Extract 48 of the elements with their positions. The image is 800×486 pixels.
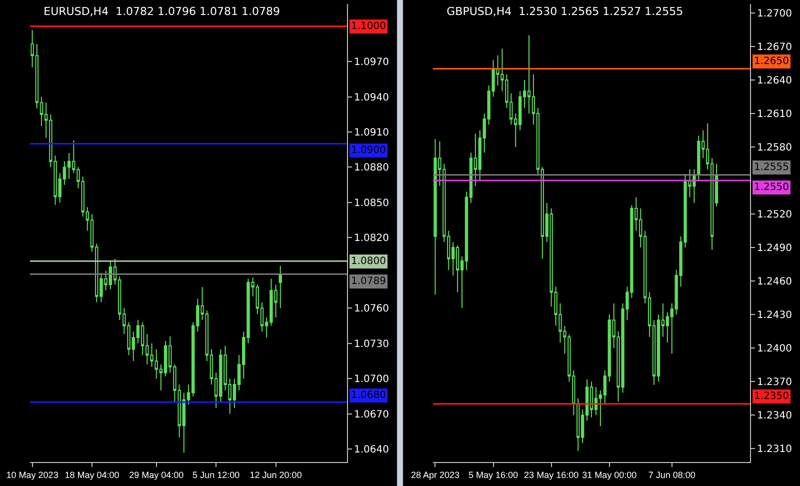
ref-line-label: 1.0900 (351, 145, 386, 156)
y-tick-label: 1.2610 (757, 108, 792, 120)
x-tick-label: 5 Jun 12:00 (192, 470, 240, 480)
ref-line-label: 1.1000 (351, 21, 386, 32)
ref-line-label: 1.0800 (351, 256, 386, 267)
x-tick-label: 18 May 04:00 (64, 470, 120, 480)
y-tick-label: 1.2430 (757, 310, 792, 322)
y-tick-label: 1.0640 (354, 444, 389, 456)
y-tick-label: 1.2460 (757, 276, 792, 288)
chart-title: GBPUSD,H4 1.2530 1.2565 1.2527 1.2555 (446, 4, 684, 18)
ref-line-label: 1.2555 (754, 162, 789, 173)
y-tick-label: 1.0940 (354, 92, 389, 104)
y-tick-label: 1.0700 (354, 374, 389, 386)
x-tick-label: 7 Jun 08:00 (648, 470, 696, 480)
candlestick (576, 398, 580, 452)
y-tick-label: 1.2640 (757, 75, 792, 86)
y-tick-label: 1.0910 (354, 128, 389, 139)
x-tick-label: 28 Apr 2023 (410, 470, 460, 480)
x-tick-label: 10 May 2023 (6, 470, 58, 480)
ref-line-label: 1.2650 (754, 56, 789, 67)
x-tick-label: 5 May 16:00 (468, 470, 518, 480)
y-tick-label: 1.0820 (354, 233, 389, 244)
y-tick-label: 1.2490 (757, 243, 792, 254)
y-tick-label: 1.0850 (354, 198, 389, 209)
y-tick-label: 1.0880 (354, 162, 389, 174)
ref-line-label: 1.2350 (754, 391, 789, 402)
y-tick-label: 1.0730 (354, 338, 389, 350)
chart-title: EURUSD,H4 1.0782 1.0796 1.0781 1.0789 (44, 4, 280, 18)
y-tick-label: 1.2400 (757, 344, 792, 355)
y-tick-label: 1.2310 (757, 444, 792, 456)
x-tick-label: 29 May 04:00 (129, 470, 184, 480)
y-tick-label: 1.2340 (757, 410, 792, 422)
y-tick-label: 1.0760 (354, 304, 389, 315)
ref-line-label: 1.0680 (351, 390, 386, 401)
y-tick-label: 1.2700 (757, 8, 792, 20)
y-tick-label: 1.2670 (757, 42, 792, 53)
y-tick-label: 1.0670 (354, 409, 389, 420)
y-tick-label: 1.2580 (757, 142, 792, 154)
candlestick (590, 381, 594, 418)
y-tick-label: 1.0970 (354, 57, 389, 68)
candlestick (278, 265, 282, 309)
y-tick-label: 1.2520 (757, 210, 792, 221)
ref-line-label: 1.2550 (754, 182, 789, 193)
x-tick-label: 31 May 00:00 (582, 470, 637, 480)
x-tick-label: 12 Jun 20:00 (250, 470, 302, 480)
y-tick-label: 1.2370 (757, 377, 792, 388)
x-tick-label: 23 May 16:00 (524, 470, 579, 480)
ref-line-label: 1.0789 (351, 276, 386, 287)
